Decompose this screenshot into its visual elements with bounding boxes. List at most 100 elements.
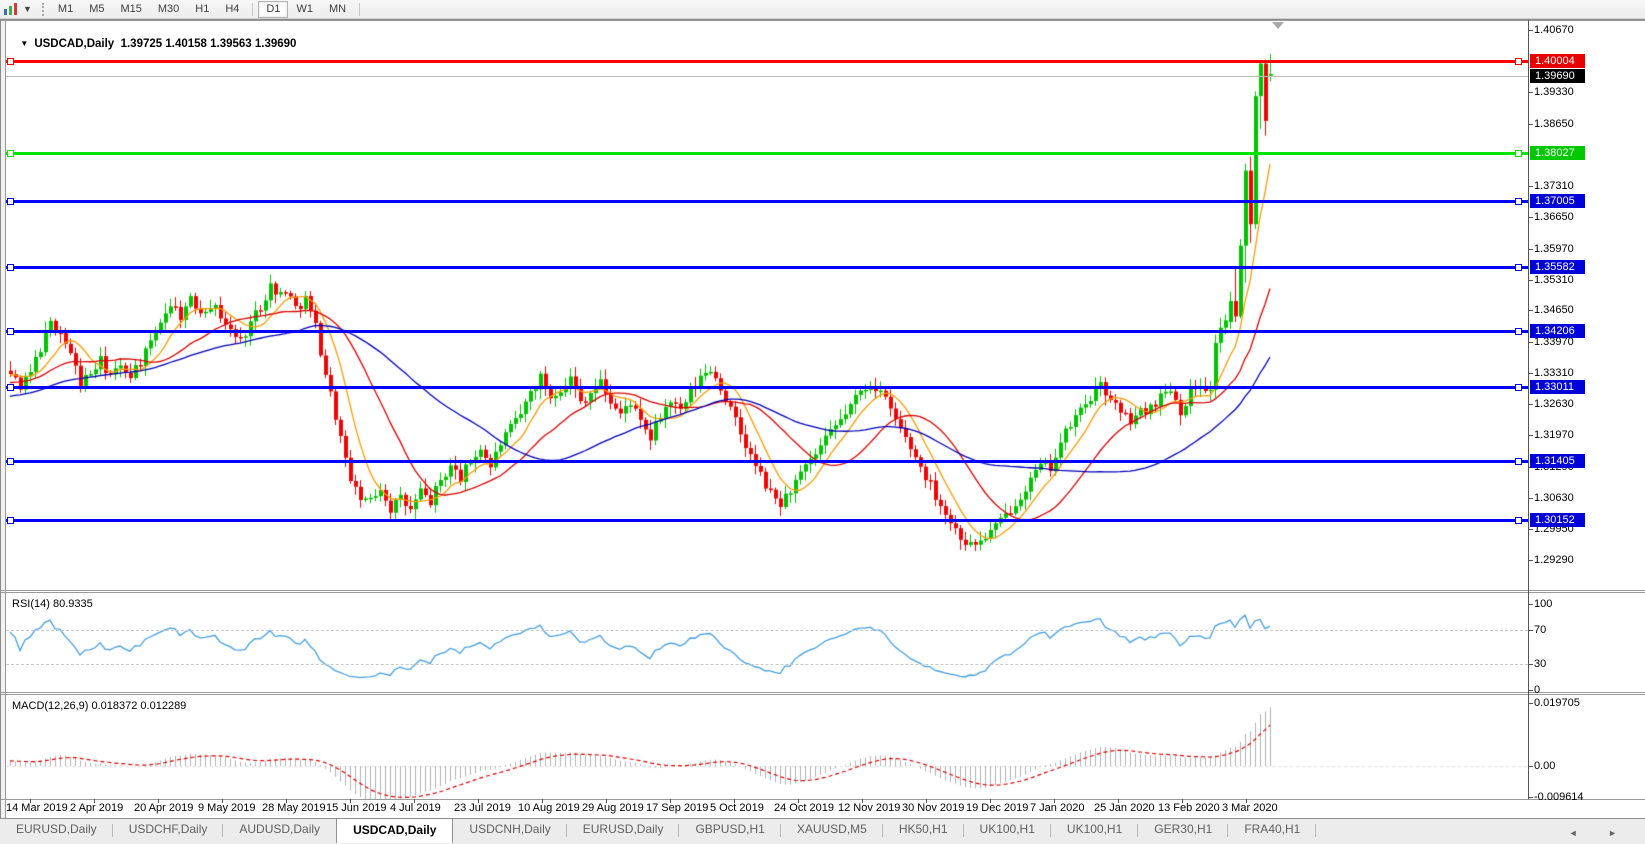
level-line-anchor-left[interactable] bbox=[7, 328, 14, 335]
macd-indicator-canvas[interactable] bbox=[6, 695, 1528, 799]
level-line-anchor-left[interactable] bbox=[7, 58, 14, 65]
chart-shift-marker-icon[interactable] bbox=[1272, 22, 1284, 29]
level-price-badge: 1.40004 bbox=[1530, 54, 1585, 68]
level-line-anchor-right[interactable] bbox=[1515, 198, 1522, 205]
level-line-anchor-left[interactable] bbox=[7, 384, 14, 391]
chart-tab-usdcnh-daily[interactable]: USDCNH,Daily bbox=[453, 818, 567, 844]
chart-tab-uk100-h1[interactable]: UK100,H1 bbox=[964, 818, 1051, 844]
price-tick-label: 1.36650 bbox=[1534, 211, 1574, 223]
horizontal-level-line[interactable] bbox=[6, 200, 1528, 203]
date-tick-mark bbox=[158, 799, 159, 803]
chart-tab-fra40-h1[interactable]: FRA40,H1 bbox=[1228, 818, 1317, 844]
chart-tab-usdcad-daily[interactable]: USDCAD,Daily bbox=[336, 818, 454, 843]
rsi-axis-label: 0 bbox=[1534, 684, 1541, 696]
price-tick-label: 1.29290 bbox=[1534, 554, 1574, 566]
symbol-label: USDCAD,Daily bbox=[34, 38, 115, 50]
level-line-anchor-right[interactable] bbox=[1515, 264, 1522, 271]
rsi-label: RSI(14) 80.9335 bbox=[12, 598, 93, 610]
rsi-guide-line bbox=[6, 630, 1528, 631]
level-line-anchor-left[interactable] bbox=[7, 198, 14, 205]
price-tick-label: 1.40670 bbox=[1534, 24, 1574, 36]
horizontal-level-line[interactable] bbox=[6, 386, 1528, 389]
price-tick-mark bbox=[1528, 560, 1533, 561]
level-line-anchor-right[interactable] bbox=[1515, 384, 1522, 391]
level-line-anchor-right[interactable] bbox=[1515, 328, 1522, 335]
date-axis-label: 28 May 2019 bbox=[262, 802, 326, 814]
timeframe-button-m15[interactable]: M15 bbox=[120, 2, 142, 15]
level-line-anchor-right[interactable] bbox=[1515, 58, 1522, 65]
macd-values: 0.018372 0.012289 bbox=[91, 700, 187, 712]
chart-tab-hk50-h1[interactable]: HK50,H1 bbox=[883, 818, 964, 844]
chart-tab-uk100-h1[interactable]: UK100,H1 bbox=[1051, 818, 1139, 844]
date-tick-mark bbox=[926, 799, 927, 803]
collapse-triangle-icon[interactable]: ▼ bbox=[20, 39, 29, 48]
date-axis-label: 29 Aug 2019 bbox=[582, 802, 644, 814]
level-line-anchor-right[interactable] bbox=[1515, 517, 1522, 524]
price-tick-mark bbox=[1528, 342, 1533, 343]
rsi-indicator-canvas[interactable] bbox=[6, 593, 1528, 692]
toolbar-grip[interactable] bbox=[41, 2, 44, 16]
level-line-anchor-left[interactable] bbox=[7, 517, 14, 524]
timeframe-button-mn[interactable]: MN bbox=[328, 2, 347, 15]
rsi-tick-mark bbox=[1528, 630, 1533, 631]
timeframe-button-m5[interactable]: M5 bbox=[89, 2, 105, 15]
price-tick-label: 1.31970 bbox=[1534, 429, 1574, 441]
level-line-anchor-left[interactable] bbox=[7, 150, 14, 157]
macd-panel-top-border bbox=[1, 694, 1645, 695]
timeframe-button-m30[interactable]: M30 bbox=[157, 2, 180, 15]
price-axis-line[interactable] bbox=[1528, 20, 1529, 799]
level-line-anchor-right[interactable] bbox=[1515, 458, 1522, 465]
chart-tab-ger30-h1[interactable]: GER30,H1 bbox=[1138, 818, 1229, 844]
date-axis-label: 2 Apr 2019 bbox=[70, 802, 124, 814]
horizontal-level-line[interactable] bbox=[6, 330, 1528, 333]
price-tick-mark bbox=[1528, 310, 1533, 311]
date-axis-label: 9 May 2019 bbox=[198, 802, 256, 814]
date-axis-label: 10 Aug 2019 bbox=[518, 802, 580, 814]
date-axis-label: 25 Jan 2020 bbox=[1094, 802, 1155, 814]
horizontal-level-line[interactable] bbox=[6, 60, 1528, 63]
rsi-tick-mark bbox=[1528, 690, 1533, 691]
date-tick-mark bbox=[1182, 799, 1183, 803]
timeframe-button-m1[interactable]: M1 bbox=[57, 2, 74, 15]
chart-tab-gbpusd-h1[interactable]: GBPUSD,H1 bbox=[679, 818, 781, 844]
current-price-line bbox=[6, 76, 1528, 77]
date-axis-label: 7 Jan 2020 bbox=[1030, 802, 1085, 814]
horizontal-level-line[interactable] bbox=[6, 460, 1528, 463]
rsi-tick-mark bbox=[1528, 664, 1533, 665]
level-price-badge: 1.31405 bbox=[1530, 454, 1585, 468]
date-axis-label: 5 Oct 2019 bbox=[710, 802, 764, 814]
level-line-anchor-left[interactable] bbox=[7, 458, 14, 465]
level-price-badge: 1.34206 bbox=[1530, 324, 1585, 338]
chart-tab-eurusd-daily[interactable]: EURUSD,Daily bbox=[567, 818, 680, 844]
chevron-down-icon[interactable]: ▼ bbox=[23, 4, 32, 14]
top-toolbar: ▼ M1 M5 M15 M30 H1 H4 D1 W1 MN bbox=[0, 0, 1645, 19]
chart-tab-usdchf-daily[interactable]: USDCHF,Daily bbox=[113, 818, 224, 844]
horizontal-level-line[interactable] bbox=[6, 152, 1528, 155]
tab-scroll-arrows[interactable]: ◄ ► bbox=[1568, 828, 1631, 838]
level-price-badge: 1.35582 bbox=[1530, 260, 1585, 274]
level-line-anchor-left[interactable] bbox=[7, 264, 14, 271]
main-panel-top-border bbox=[1, 20, 1645, 21]
timeframe-button-h4[interactable]: H4 bbox=[225, 2, 240, 15]
rsi-value: 80.9335 bbox=[52, 598, 93, 610]
level-price-badge: 1.37005 bbox=[1530, 194, 1585, 208]
price-tick-label: 1.34650 bbox=[1534, 304, 1574, 316]
price-tick-mark bbox=[1528, 280, 1533, 281]
level-line-anchor-right[interactable] bbox=[1515, 150, 1522, 157]
chart-tab-audusd-daily[interactable]: AUDUSD,Daily bbox=[239, 822, 321, 836]
date-axis-label: 3 Mar 2020 bbox=[1222, 802, 1278, 814]
timeframe-button-h1[interactable]: H1 bbox=[195, 2, 210, 15]
price-tick-label: 1.35970 bbox=[1534, 243, 1574, 255]
chart-arrows-icon[interactable] bbox=[3, 2, 21, 17]
horizontal-level-line[interactable] bbox=[6, 266, 1528, 269]
chart-tab-xauusd-m5[interactable]: XAUUSD,M5 bbox=[781, 818, 883, 844]
date-axis-label: 24 Oct 2019 bbox=[774, 802, 834, 814]
chart-tab-eurusd-daily[interactable]: EURUSD,Daily bbox=[0, 818, 113, 844]
date-tick-mark bbox=[862, 799, 863, 803]
timeframe-button-d1[interactable]: D1 bbox=[258, 0, 289, 18]
horizontal-level-line[interactable] bbox=[6, 519, 1528, 522]
rsi-panel-top-border bbox=[1, 592, 1645, 593]
price-tick-mark bbox=[1528, 30, 1533, 31]
price-chart-canvas[interactable] bbox=[6, 20, 1528, 590]
timeframe-button-w1[interactable]: W1 bbox=[296, 2, 313, 15]
